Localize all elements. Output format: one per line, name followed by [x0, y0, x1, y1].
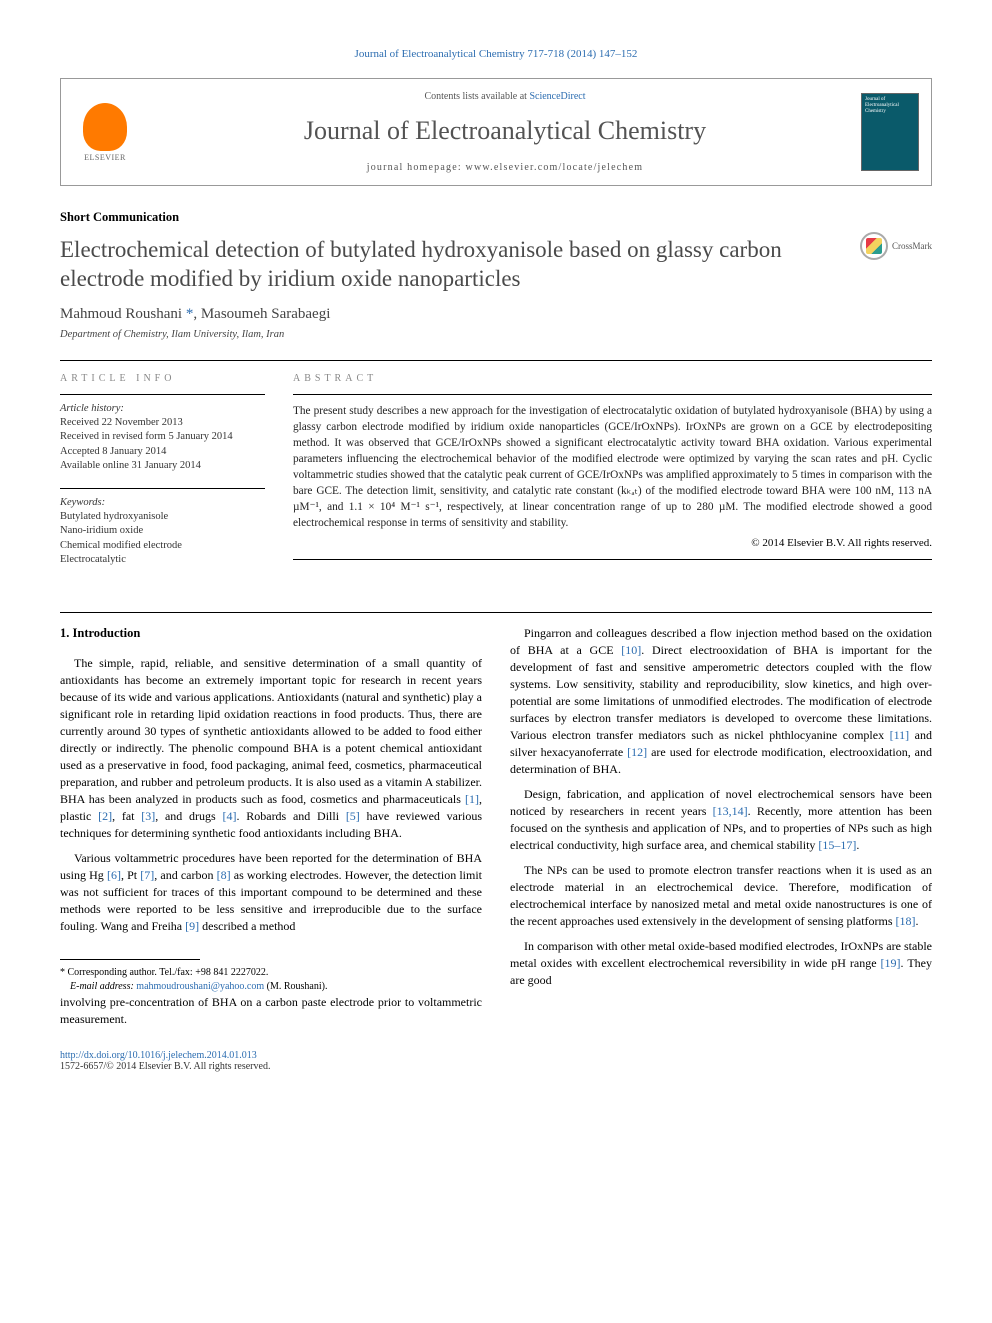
article-info: ARTICLE INFO Article history: Received 2… [60, 373, 265, 582]
page-footer: http://dx.doi.org/10.1016/j.jelechem.201… [60, 1050, 932, 1072]
email-label: E-mail address: [70, 981, 136, 992]
journal-title: Journal of Electroanalytical Chemistry [149, 116, 861, 146]
journal-cover-thumb: Journal of Electroanalytical Chemistry [861, 93, 919, 171]
journal-header: ELSEVIER Contents lists available at Sci… [60, 78, 932, 186]
paragraph: involving pre-concentration of BHA on a … [60, 994, 482, 1028]
abstract: ABSTRACT The present study describes a n… [293, 373, 932, 582]
keywords-label: Keywords: [60, 497, 265, 508]
section-heading: 1. Introduction [60, 625, 482, 643]
footnotes: * Corresponding author. Tel./fax: +98 84… [60, 966, 482, 994]
crossmark-badge[interactable]: CrossMark [860, 232, 932, 260]
homepage-url[interactable]: www.elsevier.com/locate/jelechem [466, 162, 644, 173]
history-block: Received 22 November 2013Received in rev… [60, 416, 265, 474]
elsevier-tree-icon [83, 103, 127, 151]
paragraph: The NPs can be used to promote electron … [510, 862, 932, 930]
crossmark-icon [866, 238, 882, 254]
sciencedirect-link[interactable]: ScienceDirect [529, 91, 585, 102]
article-title: Electrochemical detection of butylated h… [60, 235, 932, 294]
body-text: 1. Introduction The simple, rapid, relia… [60, 625, 932, 1028]
info-heading: ARTICLE INFO [60, 373, 265, 384]
authors: Mahmoud Roushani *, Masoumeh Sarabaegi [60, 306, 932, 323]
issn-line: 1572-6657/© 2014 Elsevier B.V. All right… [60, 1061, 932, 1072]
abstract-copyright: © 2014 Elsevier B.V. All rights reserved… [293, 537, 932, 549]
crossmark-label: CrossMark [892, 241, 932, 251]
contents-line: Contents lists available at ScienceDirec… [149, 91, 861, 102]
elsevier-label: ELSEVIER [84, 153, 126, 162]
paragraph: Design, fabrication, and application of … [510, 786, 932, 854]
abstract-heading: ABSTRACT [293, 373, 932, 384]
article-type: Short Communication [60, 210, 932, 225]
paragraph: Pingarron and colleagues described a flo… [510, 625, 932, 778]
history-label: Article history: [60, 403, 265, 414]
corresponding-author: * Corresponding author. Tel./fax: +98 84… [60, 966, 482, 980]
paragraph: In comparison with other metal oxide-bas… [510, 938, 932, 989]
author-email-link[interactable]: mahmoudroushani@yahoo.com [136, 981, 264, 992]
keywords-block: Butylated hydroxyanisoleNano-iridium oxi… [60, 510, 265, 568]
paragraph: Various voltammetric procedures have bee… [60, 850, 482, 935]
paragraph: The simple, rapid, reliable, and sensiti… [60, 655, 482, 842]
affiliation: Department of Chemistry, Ilam University… [60, 329, 932, 340]
journal-homepage: journal homepage: www.elsevier.com/locat… [149, 162, 861, 173]
abstract-text: The present study describes a new approa… [293, 403, 932, 531]
journal-reference: Journal of Electroanalytical Chemistry 7… [60, 48, 932, 60]
journal-reference-link[interactable]: Journal of Electroanalytical Chemistry 7… [355, 48, 638, 60]
doi-link[interactable]: http://dx.doi.org/10.1016/j.jelechem.201… [60, 1050, 257, 1061]
elsevier-logo: ELSEVIER [73, 96, 137, 168]
